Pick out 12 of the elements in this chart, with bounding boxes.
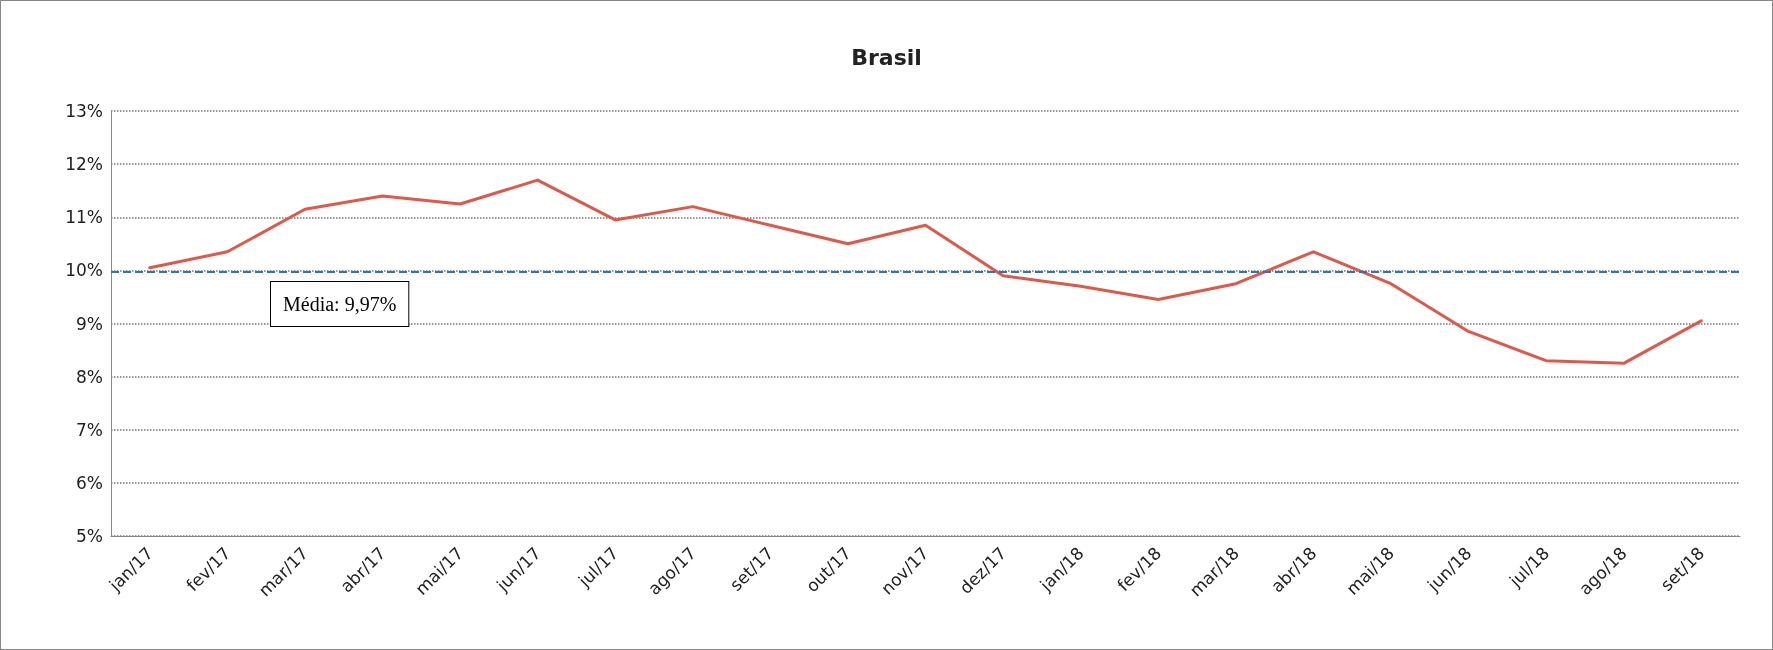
y-tick-label: 13%: [65, 101, 103, 121]
y-tick-label: 12%: [65, 154, 103, 175]
y-tick-label: 7%: [76, 419, 103, 440]
y-tick-label: 5%: [76, 526, 103, 546]
y-tick-label: 9%: [76, 313, 103, 334]
line-series: [148, 178, 1703, 365]
y-tick-label: 8%: [76, 366, 103, 387]
y-tick-label: 6%: [76, 472, 103, 493]
y-tick-label: 11%: [65, 207, 103, 228]
ref-line-label: Média: 9,97%: [283, 292, 397, 315]
y-tick-label: 10%: [65, 260, 103, 281]
chart-title: Brasil: [851, 44, 922, 70]
